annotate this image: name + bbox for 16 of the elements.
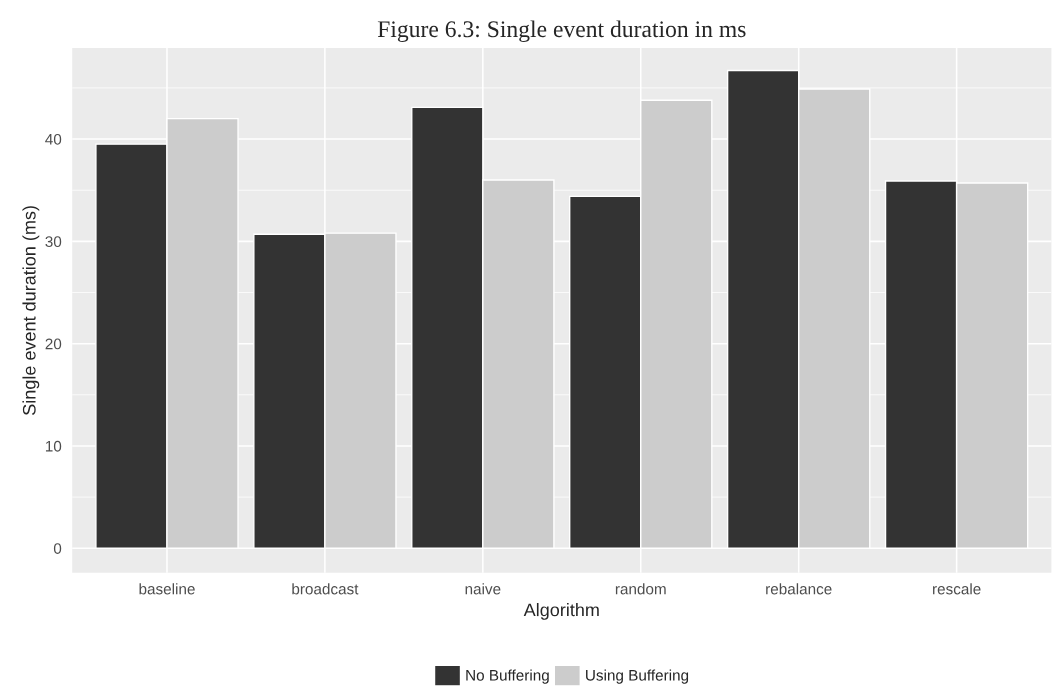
x-tick-label: naive [465, 583, 501, 595]
x-tick-label: broadcast [292, 583, 359, 595]
x-tick-label: rebalance [766, 583, 832, 595]
y-tick-label: 10 [45, 440, 62, 452]
y-tick-label: 30 [45, 236, 62, 248]
chart-title: Figure 6.3: Single event duration in ms [377, 20, 746, 42]
legend-label: Using Buffering [586, 669, 689, 684]
x-tick-label: baseline [139, 583, 195, 595]
x-tick-label: random [615, 583, 666, 595]
y-tick-label: 20 [45, 338, 62, 350]
legend-label: No Buffering [466, 669, 549, 684]
y-axis-title: Single event duration (ms) [22, 206, 40, 415]
x-tick-label: rescale [933, 583, 981, 595]
y-tick-label: 40 [45, 133, 62, 145]
x-axis-title: Algorithm [523, 603, 599, 620]
y-tick-label: 0 [53, 543, 62, 554]
